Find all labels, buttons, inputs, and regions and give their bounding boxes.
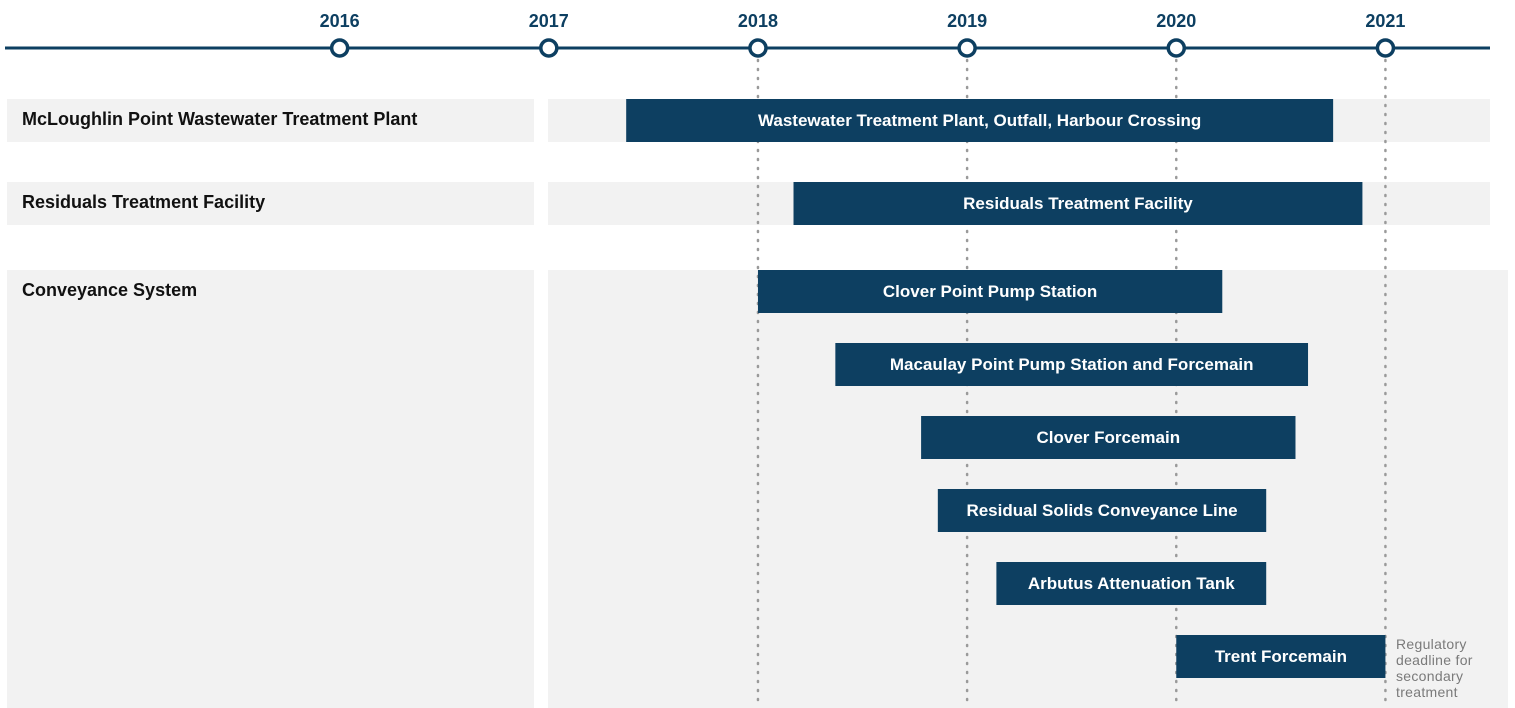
task-label: Clover Forcemain xyxy=(1036,428,1180,447)
task-bar xyxy=(996,562,1267,605)
task-bar xyxy=(757,270,1223,313)
task-bar xyxy=(626,99,1334,142)
group-label: McLoughlin Point Wastewater Treatment Pl… xyxy=(22,109,417,129)
annotation: Regulatory deadline for secondary treatm… xyxy=(1396,636,1473,700)
group-label: Conveyance System xyxy=(22,280,197,300)
task-label: Macaulay Point Pump Station and Forcemai… xyxy=(890,355,1254,374)
group-label: Residuals Treatment Facility xyxy=(22,192,265,212)
x-tick-label: 2018 xyxy=(738,11,778,31)
tick-mark xyxy=(539,38,559,58)
task-bar xyxy=(1176,635,1386,678)
tick-mark xyxy=(748,38,768,58)
task-bar xyxy=(793,182,1363,225)
task-label: Clover Point Pump Station xyxy=(883,282,1097,301)
tick-mark xyxy=(1166,38,1187,58)
x-tick-label: 2017 xyxy=(529,11,569,31)
tick-mark xyxy=(957,38,977,58)
task-bar xyxy=(835,343,1309,386)
label-panel xyxy=(7,182,534,225)
label-panel xyxy=(7,270,534,708)
x-tick-label: 2016 xyxy=(320,11,360,31)
tick-mark xyxy=(1375,38,1396,58)
x-tick-label: 2020 xyxy=(1156,11,1196,31)
tick-mark xyxy=(329,38,350,58)
task-label: Wastewater Treatment Plant, Outfall, Har… xyxy=(758,111,1201,130)
task-label: Residuals Treatment Facility xyxy=(963,194,1193,213)
task-bar xyxy=(937,489,1267,532)
label-panel xyxy=(7,99,534,142)
task-bar xyxy=(921,416,1296,459)
x-tick-label: 2021 xyxy=(1365,11,1405,31)
x-tick-label: 2019 xyxy=(947,11,987,31)
task-label: Trent Forcemain xyxy=(1215,647,1347,666)
task-label: Residual Solids Conveyance Line xyxy=(966,501,1237,520)
task-label: Arbutus Attenuation Tank xyxy=(1028,574,1235,593)
